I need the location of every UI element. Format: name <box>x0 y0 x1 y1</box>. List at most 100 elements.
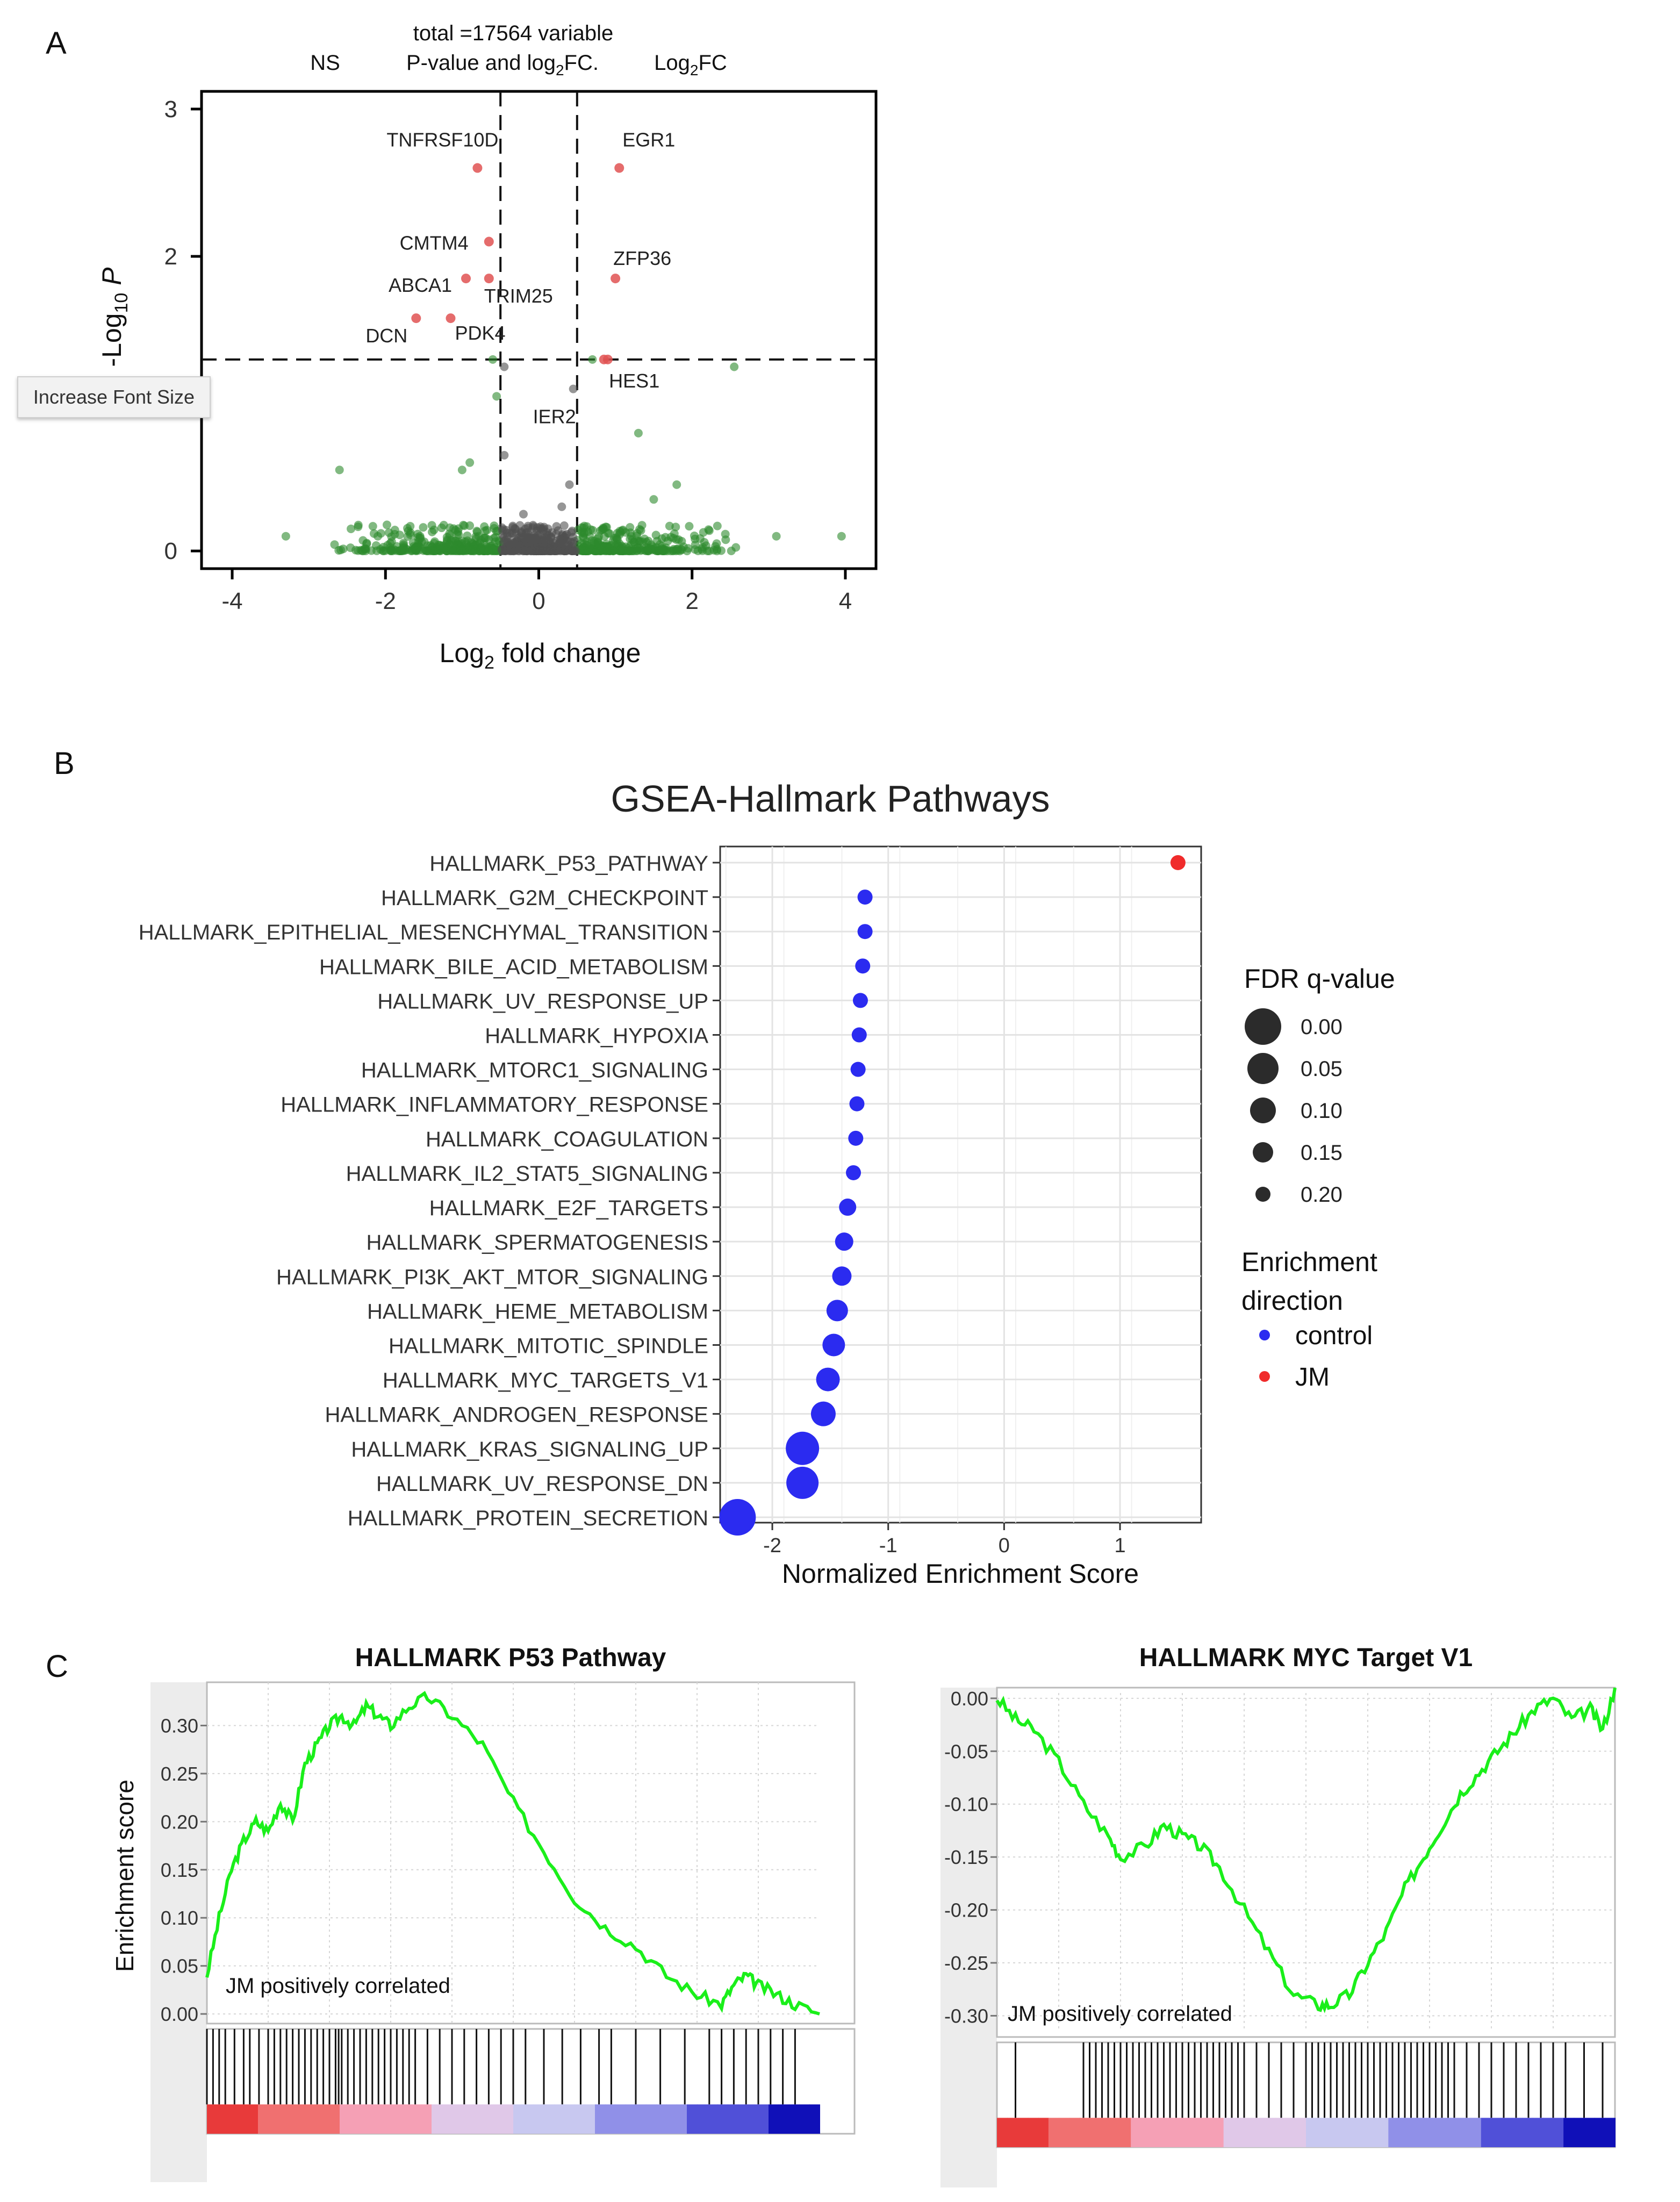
gene-point <box>679 542 688 551</box>
gene-point <box>346 543 355 553</box>
rank-gradient-segment <box>1028 2118 1039 2147</box>
gene-point <box>396 547 405 556</box>
rank-gradient-segment <box>1110 2118 1121 2147</box>
rank-gradient-segment <box>391 2104 401 2134</box>
category-label: HALLMARK_P53_PATHWAY <box>429 852 708 876</box>
gene-point <box>374 532 383 541</box>
gene-point <box>419 523 428 532</box>
gene-point <box>634 544 643 553</box>
rank-gradient-segment <box>1347 2118 1358 2147</box>
gene-point <box>479 538 489 547</box>
rank-gradient-segment <box>1512 2118 1523 2147</box>
category-label: HALLMARK_UV_RESPONSE_UP <box>377 989 708 1013</box>
rank-gradient-segment <box>687 2104 698 2134</box>
gene-point <box>580 539 589 548</box>
rank-gradient-segment <box>1574 2118 1585 2147</box>
plot-area-a <box>200 90 878 570</box>
gene-point <box>516 527 526 536</box>
significant-point <box>472 163 483 173</box>
rank-gradient-segment <box>1594 2118 1605 2147</box>
legend-size-dot <box>1255 1187 1270 1202</box>
gene-point <box>439 521 448 530</box>
gene-point <box>554 526 563 535</box>
y-tick-label-a: 3 <box>164 96 177 123</box>
gene-point <box>663 536 672 546</box>
pathway-point <box>852 993 868 1008</box>
pathway-point <box>832 1266 852 1286</box>
category-label: HALLMARK_BILE_ACID_METABOLISM <box>319 955 708 979</box>
gene-point <box>382 520 391 529</box>
rank-gradient-segment <box>1542 2118 1554 2147</box>
gene-point <box>472 527 482 536</box>
y-tick-label-c: -0.20 <box>944 1899 988 1921</box>
rank-gradient-segment <box>442 2104 453 2134</box>
plot-content-c1: 0.00 0.05 0.10 0.15 0.20 0.25 0.30 <box>161 1682 820 2134</box>
rank-gradient-segment <box>1244 2118 1255 2147</box>
category-label: HALLMARK_INFLAMMATORY_RESPONSE <box>281 1093 708 1117</box>
gene-point <box>530 535 540 544</box>
rank-gradient-segment <box>554 2104 565 2134</box>
rank-gradient-segment <box>1007 2118 1018 2147</box>
x-tick-label-a: -4 <box>221 588 242 614</box>
rank-gradient-segment <box>1295 2118 1306 2147</box>
gene-point <box>685 522 694 531</box>
rank-gradient-segment <box>380 2104 391 2134</box>
gene-point <box>541 546 550 555</box>
gene-point <box>362 539 371 548</box>
gene-point <box>727 547 736 556</box>
legend-size-dot <box>1245 1008 1281 1045</box>
rank-gradient-segment <box>738 2104 749 2134</box>
rank-gradient-segment <box>1316 2118 1327 2147</box>
rank-gradient-segment <box>1223 2118 1234 2147</box>
gene-point <box>500 450 509 460</box>
legend-ns: NS <box>310 51 340 75</box>
y-tick-label-c: 0.30 <box>161 1715 198 1737</box>
gene-label: DCN <box>365 325 407 347</box>
rank-gradient-segment <box>268 2104 279 2134</box>
rank-gradient-segment <box>1553 2118 1564 2147</box>
rank-gradient-segment <box>1532 2118 1543 2147</box>
rank-gradient-segment <box>595 2104 606 2134</box>
rank-gradient-segment <box>483 2104 493 2134</box>
rank-gradient-segment <box>1048 2118 1059 2147</box>
rank-gradient-segment <box>1502 2118 1513 2147</box>
significant-point <box>484 236 494 247</box>
gene-point <box>521 537 530 546</box>
gene-point <box>705 526 714 535</box>
x-ticks-b: -2 -1 0 1 <box>763 1523 1126 1557</box>
pathway-point <box>786 1466 819 1499</box>
category-labels-b: HALLMARK_P53_PATHWAY HALLMARK_G2M_CHECKPO… <box>139 852 720 1530</box>
rank-gradient-segment <box>1388 2118 1399 2147</box>
gene-point <box>772 532 781 541</box>
rank-gradient-segment <box>238 2104 248 2134</box>
gene-label: PDK4 <box>455 322 505 344</box>
rank-gradient-segment <box>1121 2118 1132 2147</box>
rank-gradient-segment <box>564 2104 575 2134</box>
rank-gradient-segment <box>1172 2118 1183 2147</box>
legend-size-label: 0.05 <box>1301 1057 1342 1081</box>
legend-size-label: 0.00 <box>1301 1015 1342 1039</box>
xlabel-a-sub: 2 <box>484 652 494 673</box>
rank-gradient-segment <box>809 2104 820 2134</box>
category-label: HALLMARK_COAGULATION <box>426 1128 708 1151</box>
gene-point <box>406 528 415 537</box>
rank-gradient-segment <box>462 2104 473 2134</box>
y-tick-label-c: 0.05 <box>161 1955 198 1977</box>
gene-point <box>634 428 643 437</box>
y-tick-label-c: 0.00 <box>161 2003 198 2025</box>
significant-point <box>602 354 613 364</box>
rank-gradient-segment <box>421 2104 432 2134</box>
pathway-point <box>816 1367 840 1392</box>
pathway-point <box>850 1061 866 1077</box>
annotation-c2: JM positively correlated <box>1008 2002 1232 2026</box>
gene-point <box>565 480 574 489</box>
gene-point <box>460 521 469 530</box>
gene-point <box>601 522 611 532</box>
ylabel-a-sub: 10 <box>111 293 132 313</box>
rank-gradient-segment <box>1131 2118 1142 2147</box>
rank-gradient-segment <box>350 2104 361 2134</box>
y-axis-label-a: -Log10 P <box>97 267 132 367</box>
gene-point <box>488 355 497 364</box>
rank-gradient-segment <box>493 2104 504 2134</box>
gene-point <box>281 532 290 541</box>
